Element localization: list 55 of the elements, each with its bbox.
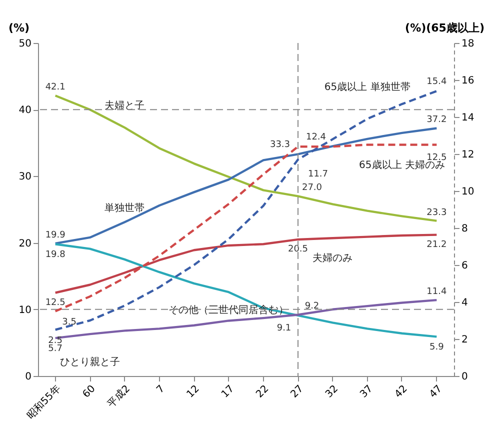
- y2-axis-title: (%)(65歳以上): [405, 22, 484, 34]
- y-tick-label: 20: [18, 238, 32, 250]
- data-label: 33.3: [270, 140, 290, 150]
- series-label: 単独世帯: [104, 202, 145, 214]
- data-label: 9.1: [276, 323, 292, 334]
- y2-tick-label: 14: [462, 112, 474, 124]
- x-tick-label: 37: [358, 384, 376, 400]
- x-tick-label: 17: [220, 384, 236, 400]
- series-label: 夫婦のみ: [312, 252, 353, 264]
- y2-tick-label: 10: [462, 186, 474, 198]
- data-label: 19.8: [45, 250, 66, 260]
- x-tick-label: 42: [392, 384, 410, 400]
- data-label: 19.9: [45, 230, 66, 240]
- data-label: 12.4: [306, 132, 326, 143]
- x-tick-label: 12: [184, 384, 202, 400]
- data-label: 11.7: [308, 170, 328, 180]
- y-tick-label: 0: [25, 372, 32, 382]
- data-label: 21.2: [426, 240, 447, 250]
- y2-tick-label: 4: [462, 298, 468, 308]
- y2-tick-label: 0: [462, 372, 468, 382]
- data-label: 27.0: [302, 183, 322, 194]
- data-label: 37.2: [426, 115, 447, 126]
- x-tick-label: 47: [428, 384, 444, 400]
- x-tick-label: 7: [154, 384, 168, 396]
- y-tick-label: 30: [18, 172, 32, 183]
- data-label: 42.1: [45, 82, 66, 93]
- x-tick-label: 60: [80, 384, 98, 400]
- data-label: 23.3: [426, 208, 447, 218]
- y2-tick-label: 16: [462, 76, 474, 86]
- x-tick-label: 22: [254, 384, 272, 400]
- y2-tick-label: 6: [462, 260, 468, 272]
- data-label: 20.5: [288, 244, 308, 254]
- data-label: 5.7: [48, 344, 62, 354]
- data-label: 9.2: [304, 302, 320, 312]
- x-tick-label: 32: [324, 384, 340, 400]
- series-label: 65歳以上 単独世帯: [324, 80, 410, 93]
- series-label: ひとり親と子: [60, 356, 120, 368]
- y-axis-title: (%): [8, 22, 30, 34]
- series-label: 65歳以上 夫婦のみ: [359, 158, 445, 171]
- x-tick-label: 平成2: [105, 382, 132, 410]
- data-label: 15.4: [426, 77, 447, 88]
- data-label: 2.5: [48, 336, 62, 346]
- x-tick-label: 昭和55年: [24, 382, 64, 422]
- data-label: 5.9: [430, 342, 444, 353]
- y2-tick-label: 8: [462, 224, 468, 234]
- y2-tick-label: 2: [462, 334, 468, 346]
- y-tick-label: 40: [18, 105, 32, 116]
- y-tick-label: 50: [18, 38, 32, 50]
- x-tick-label: 27: [288, 384, 306, 400]
- y2-tick-label: 12: [462, 150, 474, 160]
- y2-tick-label: 18: [462, 38, 474, 50]
- data-label: 12.5: [45, 298, 66, 308]
- y-tick-label: 10: [18, 304, 32, 316]
- data-label: 11.4: [426, 287, 447, 298]
- data-label: 3.5: [62, 317, 76, 328]
